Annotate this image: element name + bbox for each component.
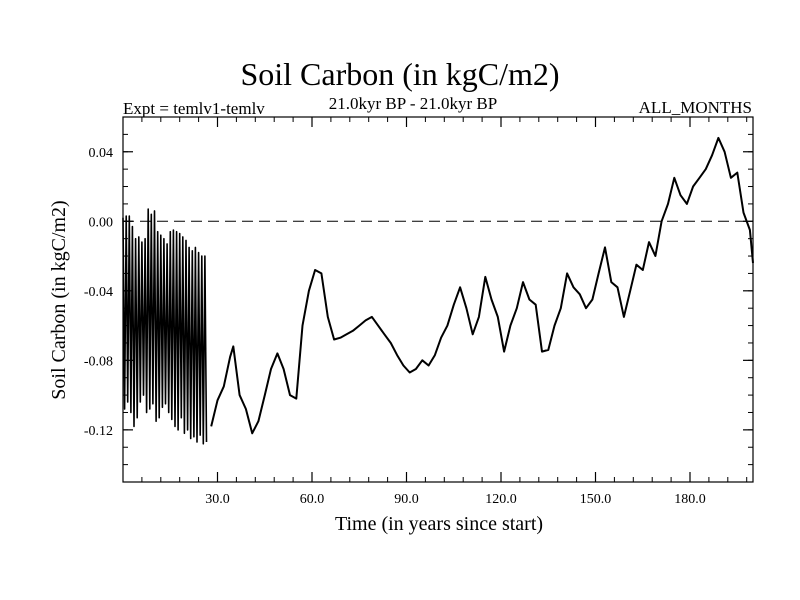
x-tick-label: 120.0 — [485, 492, 517, 507]
y-tick-label: -0.04 — [84, 285, 113, 300]
oscillation-series-line — [122, 208, 208, 445]
plot-frame — [122, 116, 754, 483]
x-axis-label: Time (in years since start) — [334, 513, 544, 535]
chart-subtitle: 21.0kyr BP - 21.0kyr BP — [328, 94, 498, 113]
chart-title: Soil Carbon (in kgC/m2) — [240, 56, 560, 92]
y-tick-label: -0.08 — [84, 354, 113, 369]
period-label: ALL_MONTHS — [638, 98, 752, 117]
x-tick-label: 60.0 — [300, 492, 325, 507]
soil-carbon-series-line — [210, 136, 754, 435]
y-tick-label: 0.04 — [89, 146, 114, 161]
y-tick-label: -0.12 — [84, 424, 113, 439]
experiment-label: Expt = temlv1-temlv — [123, 99, 265, 118]
x-tick-label: 180.0 — [674, 492, 706, 507]
x-tick-label: 90.0 — [394, 492, 419, 507]
y-tick-label: 0.00 — [89, 215, 114, 230]
x-tick-label: 150.0 — [580, 492, 612, 507]
x-tick-label: 30.0 — [205, 492, 230, 507]
